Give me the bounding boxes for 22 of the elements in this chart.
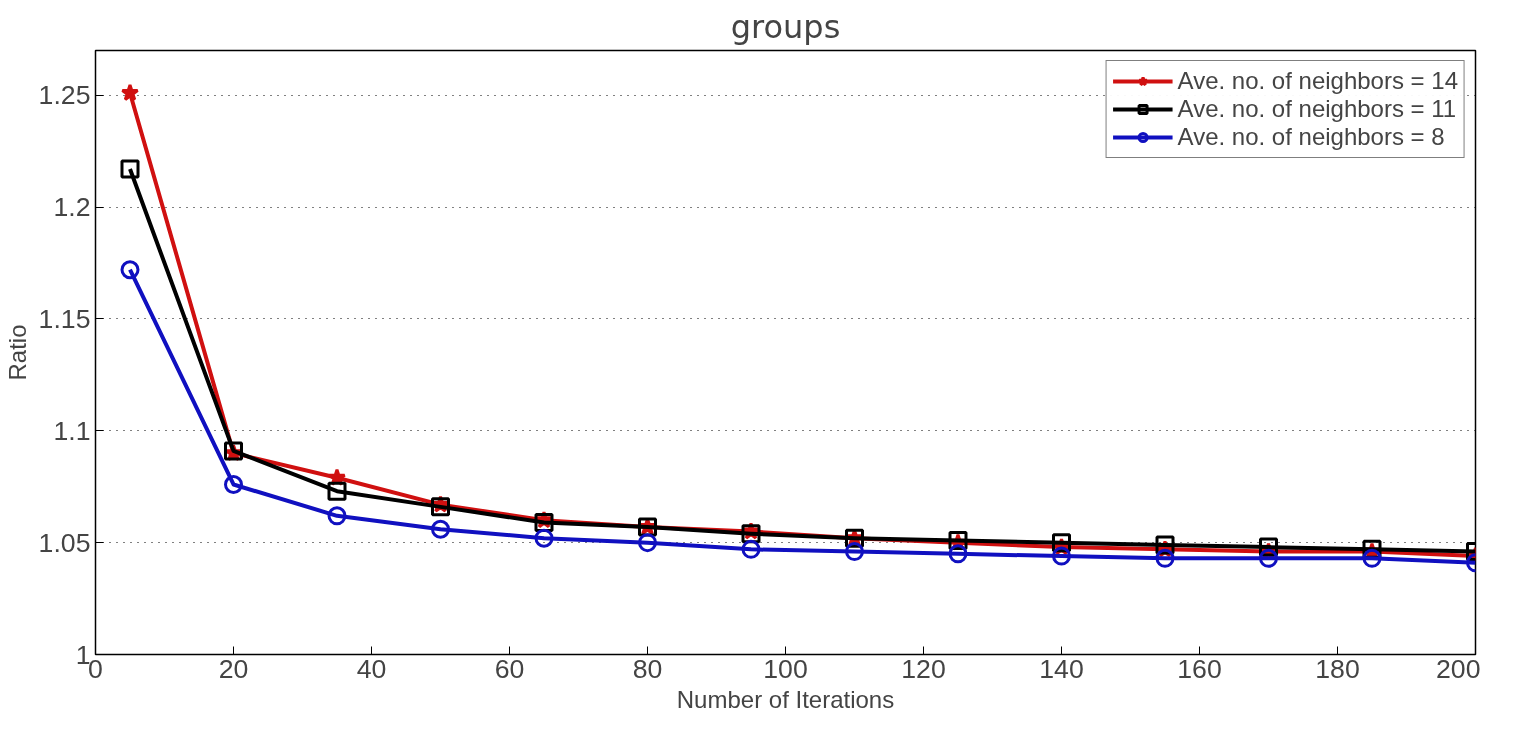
y-tick-label: 1.2	[53, 192, 91, 223]
x-tick-label: 20	[218, 653, 249, 684]
y-axis-title: Ratio	[3, 324, 31, 381]
x-tick-label: 100	[763, 653, 808, 684]
x-axis-title: Number of Iterations	[676, 685, 895, 713]
x-tick-label: 160	[1177, 653, 1222, 684]
chart-title: groups	[730, 7, 841, 46]
legend-label: Ave. no. of neighbors = 11	[1177, 95, 1457, 123]
y-tick-label: 1.25	[38, 80, 91, 111]
y-tick-label: 1.05	[38, 527, 91, 558]
legend-label: Ave. no. of neighbors = 14	[1177, 67, 1458, 95]
x-tick-label: 0	[88, 653, 103, 684]
x-tick-label: 120	[901, 653, 946, 684]
y-tick-label: 1.15	[38, 303, 91, 334]
y-tick-label: 1.1	[53, 415, 91, 446]
x-tick-label: 80	[632, 653, 663, 684]
legend-label: Ave. no. of neighbors = 8	[1177, 123, 1445, 151]
x-tick-label: 40	[356, 653, 387, 684]
x-tick-label: 140	[1039, 653, 1084, 684]
x-tick-label: 60	[494, 653, 525, 684]
x-tick-label: 180	[1315, 653, 1360, 684]
x-tick-label: 200	[1436, 653, 1481, 684]
